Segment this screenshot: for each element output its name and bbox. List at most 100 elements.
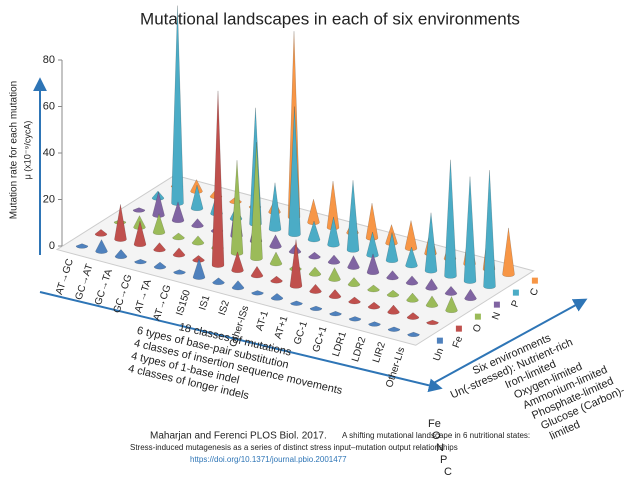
- legend-label: Un: [431, 347, 446, 363]
- x-tick-label: IS2: [217, 299, 232, 317]
- y-tick-label: 0: [49, 240, 55, 252]
- cone: [366, 252, 380, 276]
- cone: [268, 182, 282, 232]
- cone: [406, 312, 420, 320]
- cone: [191, 235, 205, 246]
- cone: [231, 250, 244, 274]
- cone: [308, 251, 321, 260]
- cone: [270, 293, 284, 301]
- cone: [367, 301, 381, 310]
- legend-swatch: [531, 277, 538, 284]
- cone: [502, 227, 515, 278]
- cone: [406, 292, 419, 303]
- cone: [445, 295, 458, 314]
- cone: [270, 275, 283, 284]
- x-tick-label: GC→CG: [112, 273, 135, 315]
- y-axis-label: μ (x10⁻⁹/cycA): [22, 121, 32, 180]
- cone: [387, 326, 401, 332]
- cone: [152, 212, 166, 236]
- y-tick-label: 60: [43, 100, 55, 112]
- x-tick-label: AT-1: [254, 309, 271, 332]
- source-authors: Maharjan and Ferenci PLOS Biol. 2017.: [150, 431, 327, 442]
- cone: [309, 283, 322, 294]
- cone: [250, 142, 263, 262]
- legend-label: C: [528, 287, 541, 298]
- cone: [327, 216, 340, 248]
- cone: [95, 239, 108, 254]
- cone: [171, 200, 185, 224]
- cone: [211, 90, 225, 268]
- legend-label: Fe: [451, 334, 465, 349]
- cone: [328, 267, 341, 282]
- x-tick-label: AT→GC: [54, 258, 76, 297]
- cone: [152, 191, 165, 218]
- environment-code: C: [444, 466, 452, 478]
- cone: [290, 300, 303, 306]
- cone: [269, 234, 282, 250]
- cone: [307, 220, 321, 243]
- cone: [386, 270, 399, 281]
- x-tick-label: IS1: [197, 294, 212, 312]
- cone: [171, 5, 184, 206]
- cone: [407, 331, 420, 338]
- legend-swatch: [493, 301, 500, 308]
- cone: [309, 305, 323, 312]
- cone: [348, 316, 362, 322]
- cone: [368, 321, 381, 327]
- legend-label: P: [510, 298, 523, 308]
- legend-swatch: [455, 325, 462, 332]
- cone: [385, 232, 399, 264]
- cone: [94, 229, 108, 237]
- cone: [153, 242, 166, 253]
- cone: [230, 160, 244, 256]
- y-tick-label: 40: [43, 147, 55, 159]
- cone: [231, 280, 245, 291]
- x-tick-label: LDR2: [350, 335, 368, 363]
- category-arrow: [39, 291, 443, 393]
- legend-label: O: [471, 323, 484, 334]
- source-title: A shifting mutational landscape in 6 nut…: [342, 431, 530, 440]
- y-tick-label: 80: [43, 54, 55, 66]
- cone: [386, 289, 400, 298]
- x-tick-label: GC→TA: [93, 268, 115, 307]
- cone: [327, 254, 341, 265]
- cone: [463, 176, 477, 284]
- cone: [75, 243, 89, 249]
- cone: [424, 212, 438, 274]
- cone: [347, 255, 360, 270]
- cone: [308, 266, 322, 277]
- cone: [464, 288, 477, 302]
- cone: [405, 275, 419, 286]
- cone: [346, 180, 360, 253]
- x-tick-label: IS150: [174, 288, 193, 317]
- cone: [192, 257, 206, 280]
- cone: [269, 251, 283, 267]
- cone: [191, 218, 204, 229]
- legend-swatch: [474, 313, 481, 320]
- cone: [212, 277, 225, 286]
- x-tick-label: AT+1: [273, 314, 291, 340]
- cone: [444, 159, 457, 279]
- x-tick-label: LIR2: [371, 340, 388, 364]
- environment-code: Fe: [428, 418, 441, 430]
- cone: [329, 311, 342, 317]
- cone: [405, 246, 418, 269]
- cone: [251, 290, 264, 296]
- cone: [172, 247, 186, 258]
- cone: [404, 220, 418, 252]
- x-tick-label: GC+1: [311, 325, 330, 354]
- cone: [425, 295, 439, 308]
- cone: [444, 285, 458, 296]
- cone: [426, 319, 439, 326]
- source-url[interactable]: https://doi.org/10.1371/journal.pbio.200…: [190, 455, 347, 464]
- cone: [328, 289, 342, 300]
- cone: [114, 249, 128, 260]
- environment-arrow: [429, 298, 588, 386]
- x-tick-label: AT→TA: [133, 278, 154, 314]
- cone: [133, 221, 147, 248]
- legend-swatch: [512, 289, 519, 296]
- legend-swatch: [436, 337, 443, 344]
- cone: [483, 170, 496, 290]
- source-subtitle: Stress-induced mutagenesis as a series o…: [130, 443, 458, 452]
